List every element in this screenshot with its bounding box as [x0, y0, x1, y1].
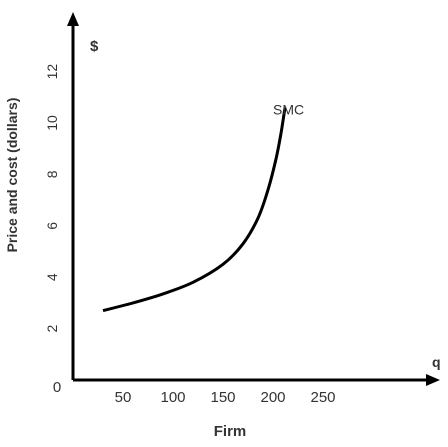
y-tick-label: 2 [44, 324, 60, 332]
x-tick-label: 100 [160, 389, 185, 406]
x-tick-label: 50 [115, 389, 132, 406]
y-axis-symbol: $ [90, 38, 99, 55]
y-tick-label: 10 [44, 115, 60, 131]
y-tick-label: 12 [44, 64, 60, 80]
x-tick-label: 250 [310, 389, 335, 406]
y-axis-label: Price and cost (dollars) [4, 97, 20, 253]
series-layer [102, 107, 287, 313]
x-axis-arrowhead [426, 374, 440, 386]
x-axis-symbol: q [432, 354, 441, 370]
x-tick-labels: 0 50 100 150 200 250 [53, 379, 336, 406]
y-tick-labels: 2 4 6 8 10 12 [44, 64, 60, 333]
y-tick-label: 4 [44, 273, 60, 281]
x-axis-label: Firm [213, 423, 247, 440]
axes [67, 12, 440, 386]
annotation-label: SMC [273, 101, 304, 117]
y-tick-label: 8 [44, 170, 60, 178]
y-axis-arrowhead [67, 12, 79, 26]
x-tick-label: 200 [260, 389, 285, 406]
annotation-layer: SMC [273, 101, 304, 117]
x-tick-label: 0 [53, 379, 61, 396]
x-tick-label: 150 [210, 389, 235, 406]
series-line-smc [102, 107, 287, 313]
y-tick-label: 6 [44, 222, 60, 230]
